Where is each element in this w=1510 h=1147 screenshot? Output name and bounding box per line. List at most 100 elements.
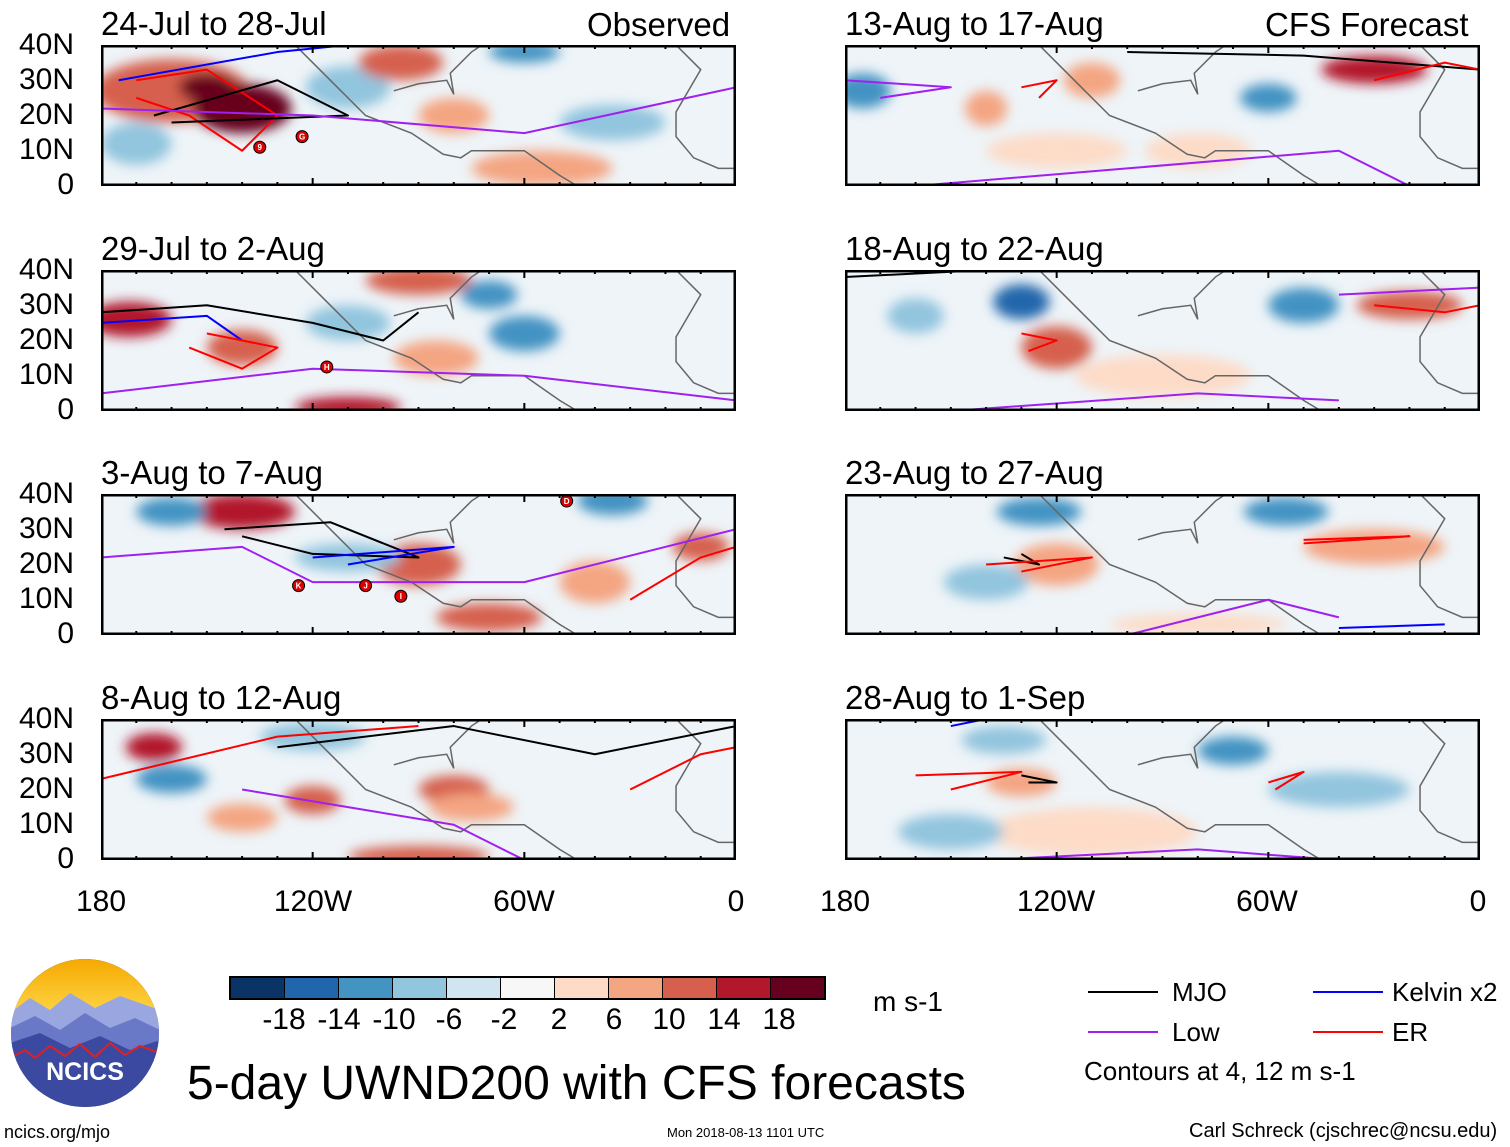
storm-marker: D [560, 494, 574, 508]
lat-label: 0 [57, 168, 74, 201]
anomaly-region [964, 90, 1008, 127]
anomaly-region [358, 45, 444, 81]
ncics-logo: NCICS [10, 958, 160, 1113]
anomaly-region [429, 793, 514, 822]
storm-marker: 9 [253, 140, 267, 154]
lat-label: 10N [18, 358, 74, 391]
wave-contour [986, 556, 1093, 573]
wave-contour [101, 304, 420, 342]
colorbar-tick-label: -6 [435, 1003, 463, 1036]
svg-text:NCICS: NCICS [46, 1058, 124, 1086]
legend-low: Low [1172, 1017, 1220, 1047]
anomaly-region [961, 726, 1047, 755]
panel-title: 18-Aug to 22-Aug [845, 230, 1104, 267]
wave-contour [1003, 553, 1041, 566]
wave-contour [101, 367, 736, 402]
wave-contour [1127, 51, 1480, 71]
anomaly-region [1197, 736, 1269, 765]
panel-title: 29-Jul to 2-Aug [101, 230, 325, 267]
lat-label: 20N [18, 547, 74, 580]
anomaly-region [1356, 291, 1463, 320]
wave-contour [188, 332, 279, 370]
legend-mjo-line [1088, 991, 1158, 993]
anomaly-region [284, 785, 341, 815]
svg-text:K: K [296, 582, 302, 591]
colorbar-tick-label: 10 [652, 1003, 686, 1036]
panel-title: 24-Jul to 28-Jul [101, 5, 327, 42]
anomaly-region [365, 270, 472, 295]
colorbar-swatch [555, 978, 609, 998]
wave-contour [1021, 79, 1058, 99]
coastline [1038, 270, 1480, 411]
wave-contour [1373, 61, 1480, 82]
panel-title: 13-Aug to 17-Aug [845, 5, 1104, 42]
coastline [294, 719, 736, 860]
wave-contour [1126, 598, 1340, 635]
colorbar [229, 976, 826, 1000]
lat-label: 10N [18, 807, 74, 840]
wave-contour [241, 788, 525, 860]
panel-title: 28-Aug to 1-Sep [845, 679, 1086, 716]
lat-label: 20N [18, 98, 74, 131]
colorbar-tick-label: -18 [262, 1003, 306, 1036]
anomaly-region [897, 814, 1004, 850]
panel-title: 8-Aug to 12-Aug [101, 679, 342, 716]
wave-contour [1268, 770, 1305, 791]
anomaly-region [436, 603, 542, 632]
anomaly-region [189, 494, 296, 530]
lat-label: 10N [18, 582, 74, 615]
lon-label: 120W [1016, 885, 1096, 918]
anomaly-region [577, 494, 648, 516]
anomaly-region [1303, 529, 1445, 565]
colorbar-swatch [609, 978, 663, 998]
contour-note: Contours at 4, 12 m s-1 [1084, 1056, 1356, 1086]
anomaly-region [489, 315, 560, 352]
anomaly-region [206, 329, 278, 366]
lon-label: 180 [819, 885, 871, 918]
lat-label: 30N [18, 512, 74, 545]
wave-contour [1021, 774, 1058, 784]
anomaly-region [986, 133, 1128, 169]
panel-title: 3-Aug to 7-Aug [101, 454, 323, 491]
colorbar-swatch [771, 978, 824, 998]
wave-contour [277, 725, 736, 756]
legend-er-line [1313, 1031, 1383, 1033]
colorbar-swatch [285, 978, 339, 998]
observed-label: Observed [587, 6, 731, 43]
svg-text:H: H [324, 363, 330, 372]
anomaly-region [993, 284, 1050, 320]
lon-label: 0 [727, 885, 745, 918]
wave-contour [1338, 623, 1445, 629]
wave-contour [629, 545, 736, 601]
lat-label: 40N [18, 477, 74, 510]
map-panel [845, 494, 1480, 635]
map-panel [101, 719, 736, 860]
wave-contour [629, 746, 736, 791]
anomaly-region [295, 396, 401, 411]
colorbar-tick-label: -10 [372, 1003, 416, 1036]
legend-low-line [1088, 1031, 1158, 1033]
map-panel: H [101, 270, 736, 411]
anomaly-region [101, 122, 172, 165]
anomaly-region [418, 97, 490, 134]
anomaly-region [887, 298, 944, 334]
lon-label: 120W [273, 885, 353, 918]
colorbar-swatch [663, 978, 717, 998]
legend-mjo: MJO [1172, 977, 1227, 1007]
lat-label: 0 [57, 393, 74, 426]
anomaly-region [295, 543, 401, 572]
anomaly-region [1109, 613, 1286, 635]
colorbar-swatch [717, 978, 771, 998]
colorbar-tick-label: -14 [317, 1003, 361, 1036]
svg-text:9: 9 [258, 143, 263, 152]
lat-label: 0 [57, 617, 74, 650]
wave-contour [101, 314, 243, 342]
colorbar-swatch [447, 978, 501, 998]
storm-marker: H [320, 360, 334, 374]
site-link[interactable]: ncics.org/mjo [4, 1122, 111, 1142]
anomaly-region [393, 340, 479, 376]
forecast-label: CFS Forecast [1265, 6, 1469, 43]
legend-kelvin: Kelvin x2 [1392, 977, 1498, 1007]
anomaly-region [178, 73, 236, 102]
